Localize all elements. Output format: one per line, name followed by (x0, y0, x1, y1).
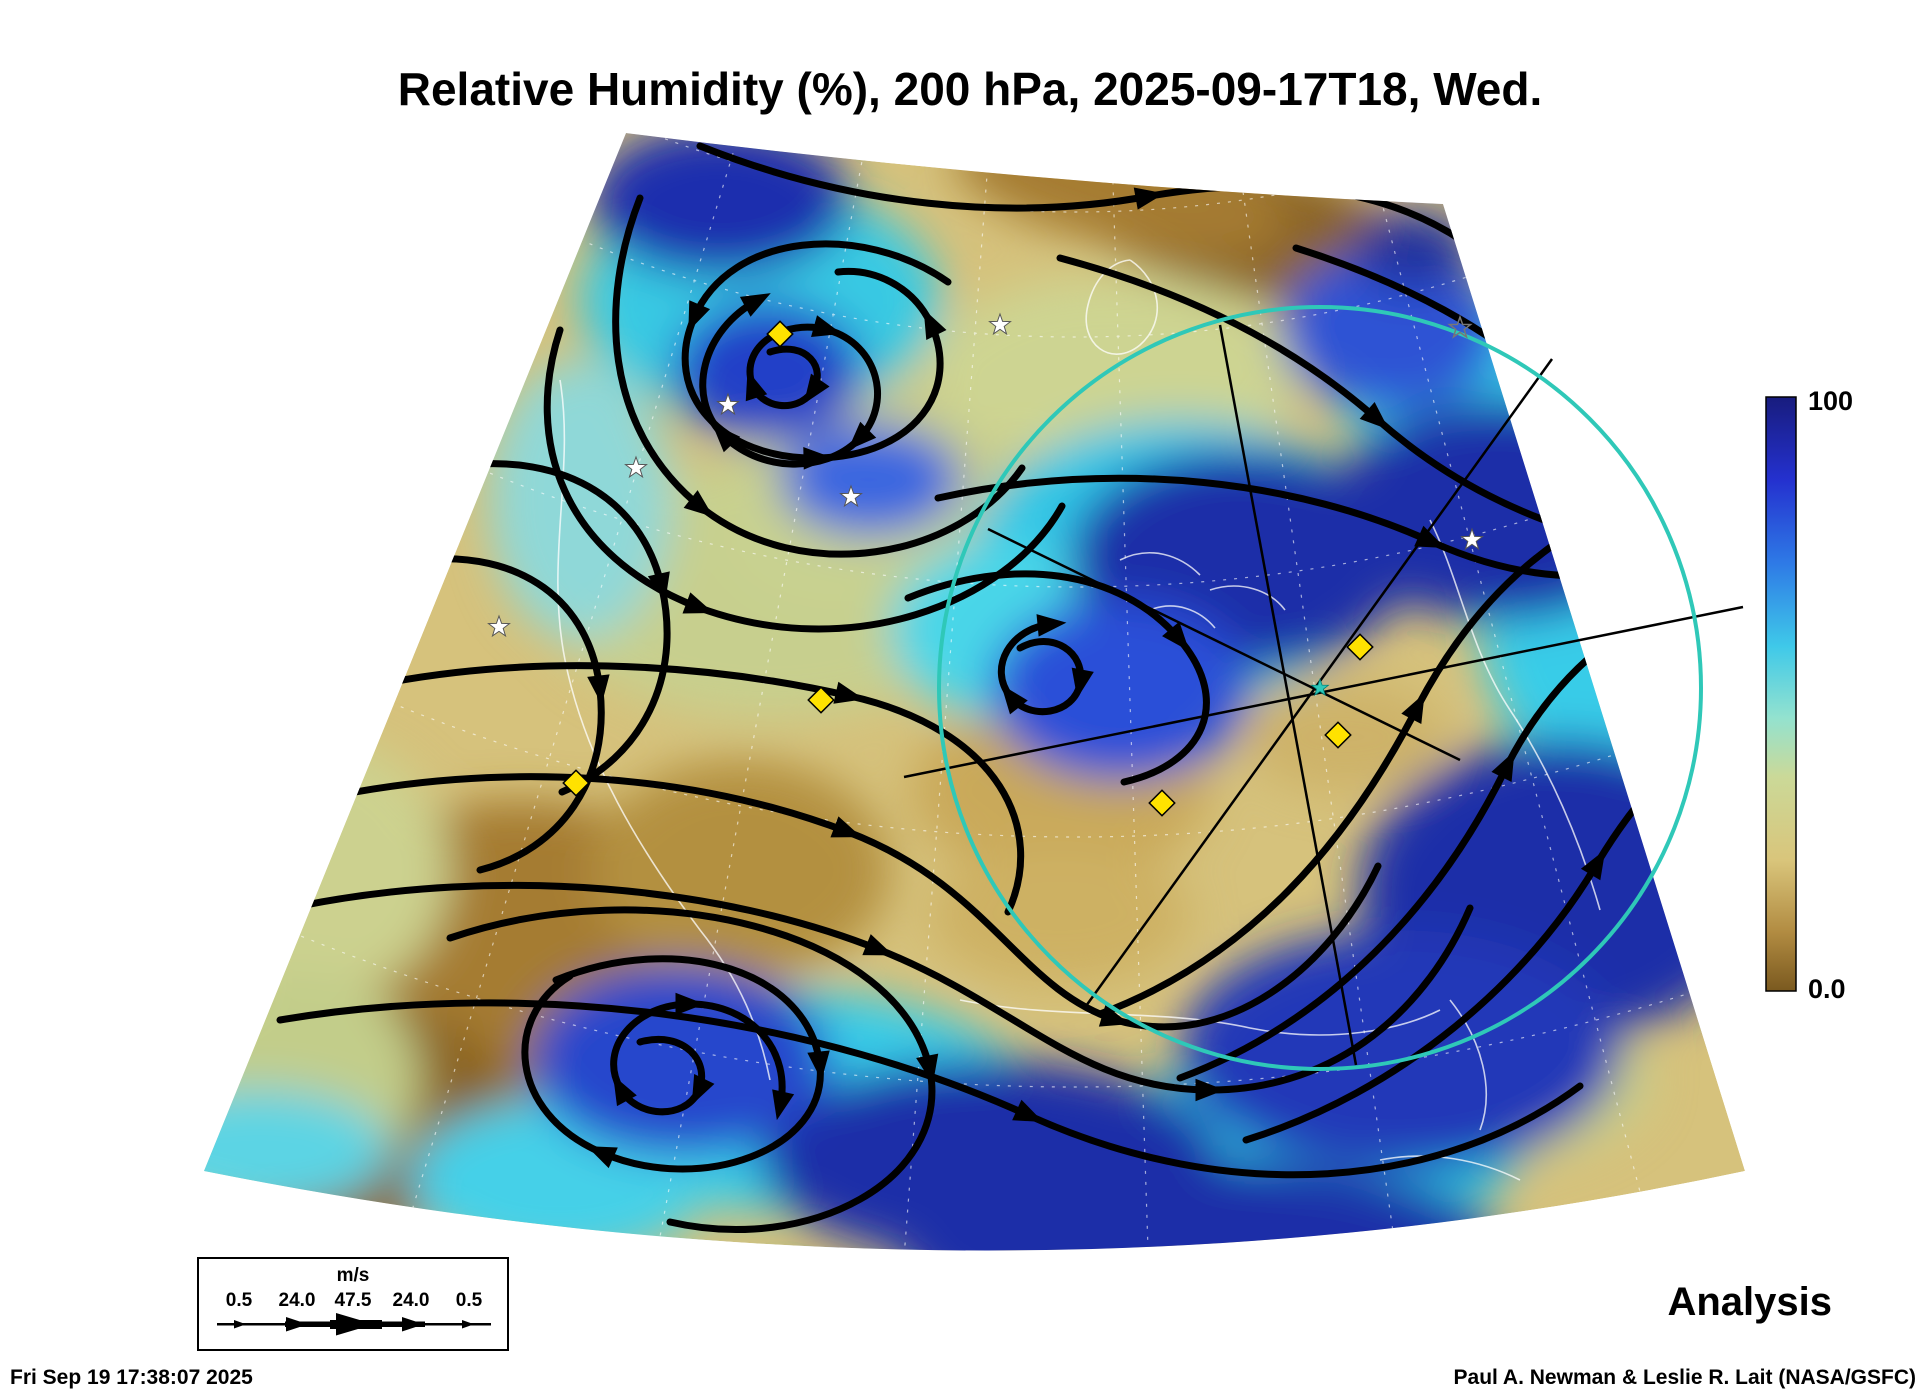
wind-legend-tick-0: 0.5 (226, 1290, 253, 1311)
colorbar-min-label: 0.0 (1808, 974, 1846, 1004)
wind-legend-units: m/s (337, 1265, 370, 1286)
wind-speed-legend: m/s 0.5 24.0 47.5 24.0 0.5 (197, 1257, 509, 1351)
range-ring (937, 305, 1703, 1071)
wind-legend-tick-3: 24.0 (393, 1290, 430, 1311)
station-diamonds (562, 320, 1374, 817)
map-canvas (204, 133, 1745, 1251)
wind-legend-tick-1: 24.0 (279, 1290, 316, 1311)
figure-title: Relative Humidity (%), 200 hPa, 2025-09-… (398, 63, 1543, 115)
colorbar-gradient (1765, 396, 1797, 992)
wind-legend-frame (197, 1257, 509, 1351)
timestamp-label: Fri Sep 19 17:38:07 2025 (10, 1366, 253, 1389)
wind-legend-arrows (217, 1313, 491, 1336)
colorbar: 100 0.0 (1765, 386, 1853, 1004)
credit-label: Paul A. Newman & Leslie R. Lait (NASA/GS… (1454, 1366, 1916, 1389)
wind-legend-tick-4: 0.5 (456, 1290, 483, 1311)
colorbar-max-label: 100 (1808, 386, 1853, 416)
analysis-label: Analysis (1667, 1280, 1832, 1324)
wind-legend-tick-2: 47.5 (335, 1290, 372, 1311)
